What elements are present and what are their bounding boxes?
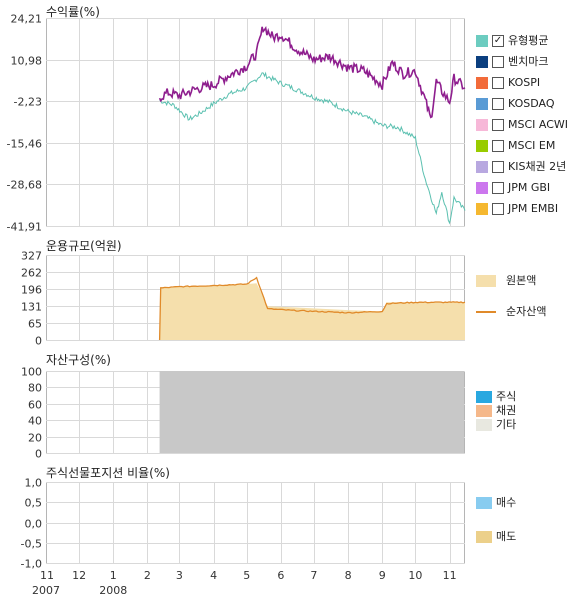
legend-swatch [476,531,492,543]
y-tick-label: 0 [35,448,42,461]
legend-swatch [476,140,488,152]
legend-label: 유형평균 [508,34,549,47]
legend-swatch [476,56,488,68]
y-tick-label: 80 [28,382,42,395]
legend-label: 주식 [496,390,517,403]
legend-swatch [476,98,488,110]
x-tick-label: 3 [176,569,183,582]
x-tick-label: 1 [110,569,117,582]
series-line-net-assets [158,276,466,341]
legend-swatch [476,275,496,287]
x-tick-label: 5 [243,569,250,582]
legend-swatch [476,497,492,509]
y-tick-label: 100 [21,366,42,379]
plot-frame [46,18,465,227]
x-tick-label: 11 [40,569,54,582]
legend-label: JPM GBI [508,181,551,194]
legend-swatch [476,419,492,431]
x-tick-label: 11 [443,569,457,582]
legend-label: 기타 [496,418,517,431]
x-tick-label: 12 [72,569,86,582]
aum-chart: 327 262 196 131 65 0 [21,250,466,348]
series-line-benchmark [159,71,466,225]
checkbox-icon[interactable] [492,56,504,68]
x-year-label: 2007 [32,584,60,597]
legend-label: 순자산액 [506,305,547,318]
x-tick-label: 9 [379,569,386,582]
futures-chart-title: 주식선물포지션 비율(%) [46,466,170,480]
legend-swatch [476,77,488,89]
y-tick-label: 262 [21,267,42,280]
legend-label: MSCI ACWI [508,118,569,131]
y-tick-label: 131 [21,301,42,314]
series-area-other [159,371,464,453]
checkbox-icon[interactable] [492,161,504,173]
y-tick-label: 196 [21,284,42,297]
y-tick-label: -0,5 [21,538,42,551]
y-tick-label: 10,98 [11,55,43,68]
returns-chart: 24,21 10,98 -2,23 -15,46 -28,68 -41,91 [7,13,466,234]
checkbox-icon[interactable] [492,203,504,215]
y-tick-label: -1,0 [21,558,42,571]
x-tick-label: 4 [210,569,217,582]
legend-label: 채권 [496,404,517,417]
aum-chart-title: 운용규모(억원) [46,239,122,253]
checkbox-icon[interactable] [492,140,504,152]
returns-chart-title: 수익률(%) [46,5,100,19]
x-tick-label: 7 [310,569,317,582]
y-tick-label: -28,68 [7,179,42,192]
y-tick-label: 24,21 [11,13,43,26]
legend-label: JPM EMBI [508,202,559,215]
legend-swatch [476,203,488,215]
y-tick-label: 40 [28,415,42,428]
legend-label: KOSDAQ [508,97,555,110]
legend-label: 매수 [496,496,517,509]
legend-label: 원본액 [506,274,537,287]
legend-swatch [476,182,488,194]
checkbox-icon[interactable]: ✓ [492,35,504,47]
legend-label: MSCI EM [508,139,556,152]
y-tick-label: 1,0 [25,477,43,490]
asset-chart: 100 80 60 40 20 0 [21,366,465,461]
legend-line-swatch [476,311,496,313]
y-tick-label: -15,46 [7,138,42,151]
checkbox-icon[interactable] [492,77,504,89]
y-tick-label: -2,23 [14,96,42,109]
legend-label: 매도 [496,530,517,543]
series-line-type-average [158,26,466,119]
legend-label: 벤치마크 [508,55,549,68]
legend-swatch [476,119,488,131]
y-tick-label: 65 [28,318,42,331]
legend-swatch [476,35,488,47]
asset-chart-title: 자산구성(%) [46,353,111,367]
checkbox-icon[interactable] [492,98,504,110]
y-tick-label: 0,5 [25,497,43,510]
y-tick-label: 327 [21,250,42,263]
checkbox-icon[interactable] [492,182,504,194]
x-tick-label: 6 [277,569,284,582]
legend-swatch [476,391,492,403]
legend-swatch [476,161,488,173]
futures-chart: 1,0 0,5 0,0 -0,5 -1,0 [21,477,465,571]
x-year-label: 2008 [99,584,127,597]
x-tick-label: 10 [408,569,422,582]
legend-label: KIS채권 2년 [508,160,567,173]
legend-swatch [476,405,492,417]
x-tick-label: 8 [345,569,352,582]
y-tick-label: -41,91 [7,221,42,234]
y-tick-label: 0 [35,335,42,348]
x-tick-label: 2 [144,569,151,582]
y-tick-label: 60 [28,399,42,412]
y-tick-label: 20 [28,432,42,445]
legend-label: KOSPI [508,76,541,89]
checkbox-icon[interactable] [492,119,504,131]
y-tick-label: 0,0 [25,518,43,531]
